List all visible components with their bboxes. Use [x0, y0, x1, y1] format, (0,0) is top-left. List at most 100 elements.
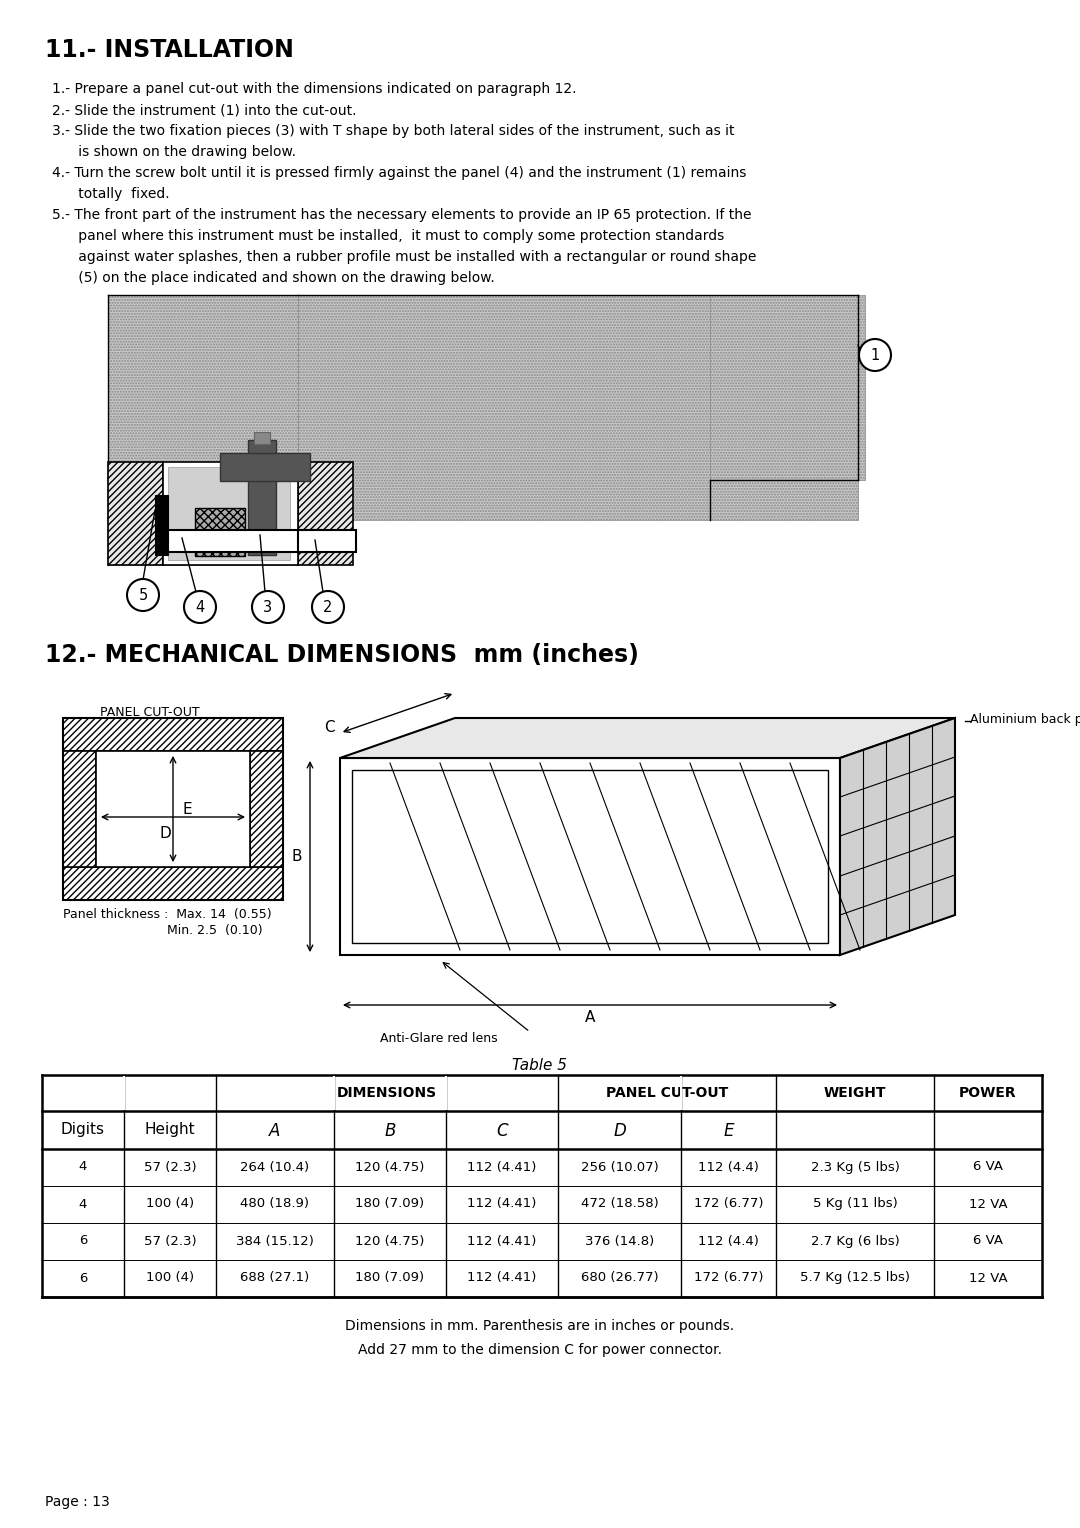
Text: PANEL CUT-OUT: PANEL CUT-OUT — [606, 1086, 728, 1100]
Circle shape — [252, 591, 284, 623]
Text: 3.- Slide the two fixation pieces (3) with T shape by both lateral sides of the : 3.- Slide the two fixation pieces (3) wi… — [52, 124, 734, 138]
Bar — [445, 1076, 447, 1109]
Text: 5 Kg (11 lbs): 5 Kg (11 lbs) — [812, 1198, 897, 1210]
Polygon shape — [840, 718, 955, 955]
Text: 57 (2.3): 57 (2.3) — [144, 1160, 197, 1174]
Text: Page : 13: Page : 13 — [45, 1494, 110, 1510]
Text: 2.- Slide the instrument (1) into the cut-out.: 2.- Slide the instrument (1) into the cu… — [52, 102, 356, 118]
Text: D: D — [613, 1122, 626, 1140]
Text: Table 5: Table 5 — [513, 1057, 567, 1073]
Text: 120 (4.75): 120 (4.75) — [355, 1235, 424, 1247]
Bar — [249, 750, 283, 866]
Text: 172 (6.77): 172 (6.77) — [693, 1198, 764, 1210]
Text: 4: 4 — [79, 1198, 87, 1210]
Text: Height: Height — [145, 1122, 195, 1137]
Bar — [298, 530, 356, 552]
Bar — [63, 718, 283, 900]
Text: WEIGHT: WEIGHT — [824, 1086, 887, 1100]
Bar — [108, 461, 163, 565]
Text: 12 VA: 12 VA — [969, 1271, 1008, 1285]
Bar — [63, 718, 283, 750]
Bar — [220, 452, 310, 481]
Text: against water splashes, then a rubber profile must be installed with a rectangul: against water splashes, then a rubber pr… — [52, 251, 756, 264]
Text: 1: 1 — [870, 347, 879, 362]
Text: 1.- Prepare a panel cut-out with the dimensions indicated on paragraph 12.: 1.- Prepare a panel cut-out with the dim… — [52, 83, 577, 96]
Text: 376 (14.8): 376 (14.8) — [585, 1235, 654, 1247]
Text: POWER: POWER — [959, 1086, 1016, 1100]
Text: PANEL CUT-OUT: PANEL CUT-OUT — [100, 706, 200, 720]
Text: 264 (10.4): 264 (10.4) — [241, 1160, 310, 1174]
Text: 6: 6 — [79, 1235, 87, 1247]
Text: A: A — [584, 1010, 595, 1025]
Text: 172 (6.77): 172 (6.77) — [693, 1271, 764, 1285]
Text: Anti-Glare red lens: Anti-Glare red lens — [380, 1031, 498, 1045]
Text: (5) on the place indicated and shown on the drawing below.: (5) on the place indicated and shown on … — [52, 270, 495, 286]
Text: 4: 4 — [195, 599, 204, 614]
Text: DIMENSIONS: DIMENSIONS — [337, 1086, 437, 1100]
Text: 480 (18.9): 480 (18.9) — [241, 1198, 310, 1210]
Bar — [63, 750, 96, 866]
Text: panel where this instrument must be installed,  it must to comply some protectio: panel where this instrument must be inst… — [52, 229, 725, 243]
Text: 2: 2 — [323, 599, 333, 614]
Bar — [298, 295, 858, 520]
Text: totally  fixed.: totally fixed. — [52, 186, 170, 202]
Polygon shape — [340, 718, 955, 758]
Text: 3: 3 — [264, 599, 272, 614]
Text: 256 (10.07): 256 (10.07) — [581, 1160, 659, 1174]
Text: 12.- MECHANICAL DIMENSIONS  mm (inches): 12.- MECHANICAL DIMENSIONS mm (inches) — [45, 643, 639, 668]
Text: B: B — [384, 1122, 395, 1140]
Circle shape — [859, 339, 891, 371]
Text: 6 VA: 6 VA — [973, 1160, 1003, 1174]
Bar — [163, 461, 298, 565]
Text: 180 (7.09): 180 (7.09) — [355, 1198, 424, 1210]
Text: Panel thickness :  Max. 14  (0.55): Panel thickness : Max. 14 (0.55) — [63, 908, 272, 921]
Bar — [63, 866, 283, 900]
Text: E: E — [724, 1122, 733, 1140]
Circle shape — [312, 591, 345, 623]
Text: 100 (4): 100 (4) — [146, 1198, 194, 1210]
Text: 11.- INSTALLATION: 11.- INSTALLATION — [45, 38, 294, 63]
Text: 472 (18.58): 472 (18.58) — [581, 1198, 659, 1210]
Text: 120 (4.75): 120 (4.75) — [355, 1160, 424, 1174]
Bar — [340, 758, 840, 955]
Text: C: C — [496, 1122, 508, 1140]
Text: 100 (4): 100 (4) — [146, 1271, 194, 1285]
Circle shape — [127, 579, 159, 611]
Text: D: D — [159, 825, 171, 840]
Bar — [333, 1076, 335, 1109]
Text: 688 (27.1): 688 (27.1) — [241, 1271, 310, 1285]
Bar — [680, 1076, 681, 1109]
Text: A: A — [269, 1122, 281, 1140]
Text: 180 (7.09): 180 (7.09) — [355, 1271, 424, 1285]
Text: 2.7 Kg (6 lbs): 2.7 Kg (6 lbs) — [811, 1235, 900, 1247]
Bar — [254, 432, 270, 445]
Text: 112 (4.41): 112 (4.41) — [468, 1271, 537, 1285]
Text: is shown on the drawing below.: is shown on the drawing below. — [52, 145, 296, 159]
Text: 6 VA: 6 VA — [973, 1235, 1003, 1247]
Text: 57 (2.3): 57 (2.3) — [144, 1235, 197, 1247]
Bar — [108, 295, 298, 565]
Text: 2.3 Kg (5 lbs): 2.3 Kg (5 lbs) — [811, 1160, 900, 1174]
Text: Digits: Digits — [60, 1122, 105, 1137]
Bar — [96, 750, 249, 866]
Text: 680 (26.77): 680 (26.77) — [581, 1271, 659, 1285]
Bar — [158, 530, 320, 552]
Text: 5.- The front part of the instrument has the necessary elements to provide an IP: 5.- The front part of the instrument has… — [52, 208, 752, 222]
Bar — [352, 770, 828, 943]
Text: E: E — [183, 802, 192, 816]
Text: Min. 2.5  (0.10): Min. 2.5 (0.10) — [63, 924, 262, 937]
Bar — [123, 1076, 125, 1109]
Text: 112 (4.41): 112 (4.41) — [468, 1198, 537, 1210]
Bar — [710, 295, 865, 480]
Text: 384 (15.12): 384 (15.12) — [237, 1235, 314, 1247]
Circle shape — [184, 591, 216, 623]
Bar — [168, 468, 291, 559]
Bar — [195, 507, 245, 556]
Text: 4: 4 — [79, 1160, 87, 1174]
Text: C: C — [324, 720, 335, 735]
Text: 5.7 Kg (12.5 lbs): 5.7 Kg (12.5 lbs) — [800, 1271, 910, 1285]
Text: 5: 5 — [138, 587, 148, 602]
Text: 4.- Turn the screw bolt until it is pressed firmly against the panel (4) and the: 4.- Turn the screw bolt until it is pres… — [52, 167, 746, 180]
Bar — [156, 495, 168, 555]
Text: B: B — [292, 850, 302, 863]
